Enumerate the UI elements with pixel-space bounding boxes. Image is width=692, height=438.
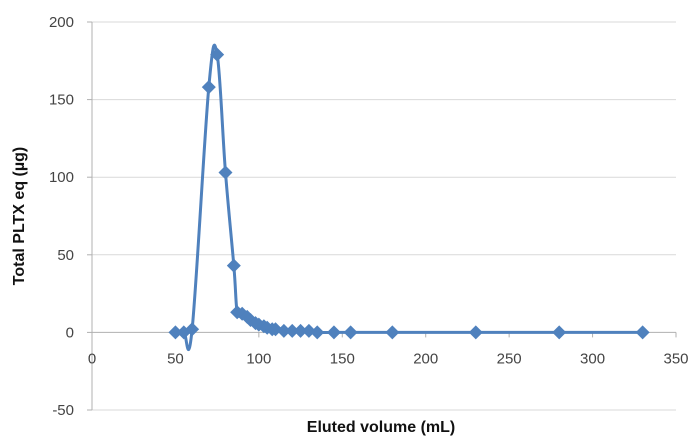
y-tick-label: -50 <box>52 402 74 419</box>
y-tick-label: 150 <box>49 92 74 109</box>
series-line <box>175 43 643 351</box>
data-point <box>285 323 300 338</box>
x-tick-label: 250 <box>497 350 522 367</box>
data-series <box>168 43 650 351</box>
data-point <box>552 325 567 340</box>
data-point <box>210 47 225 62</box>
data-point <box>276 323 291 338</box>
data-point <box>168 325 183 340</box>
data-point <box>635 325 650 340</box>
x-tick-label: 300 <box>580 350 605 367</box>
y-tick-label: 200 <box>49 14 74 31</box>
data-point <box>326 325 341 340</box>
x-tick-label: 50 <box>167 350 184 367</box>
data-point <box>385 325 400 340</box>
y-tick-label: 0 <box>66 324 74 341</box>
data-point <box>468 325 483 340</box>
data-point <box>218 165 233 180</box>
y-tick-label: 50 <box>57 247 74 264</box>
data-point <box>343 325 358 340</box>
x-tick-label: 0 <box>88 350 96 367</box>
tick-labels: 0 50 100 150 200 250 300 350 -50 0 50 100 150 200 <box>49 14 689 419</box>
gridlines <box>92 21 676 411</box>
x-tick-label: 150 <box>330 350 355 367</box>
data-point <box>310 325 325 340</box>
x-tick-label: 100 <box>246 350 271 367</box>
data-point <box>226 258 241 273</box>
data-point <box>293 323 308 338</box>
data-point <box>201 80 216 95</box>
x-tick-label: 200 <box>413 350 438 367</box>
x-tick-label: 350 <box>663 350 688 367</box>
y-tick-label: 100 <box>49 169 74 186</box>
data-point <box>185 322 200 337</box>
x-axis-title: Eluted volume (mL) <box>307 419 455 436</box>
y-axis-title: Total PLTX eq (µg) <box>11 147 28 285</box>
